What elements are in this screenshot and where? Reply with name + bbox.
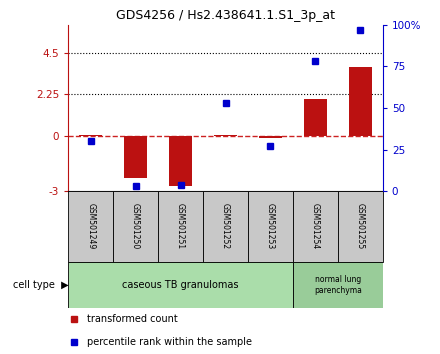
Text: percentile rank within the sample: percentile rank within the sample [87,337,252,347]
Text: transformed count: transformed count [87,314,178,324]
Text: GSM501250: GSM501250 [131,204,140,250]
Text: GSM501252: GSM501252 [221,204,230,250]
Bar [68,191,113,262]
Text: normal lung
parenchyma: normal lung parenchyma [314,275,362,295]
Text: GSM501253: GSM501253 [266,204,275,250]
Bar [214,135,237,136]
Title: GDS4256 / Hs2.438641.1.S1_3p_at: GDS4256 / Hs2.438641.1.S1_3p_at [116,9,335,22]
Bar [259,136,282,138]
Bar [80,135,102,136]
Bar [248,191,293,262]
Bar [203,191,248,262]
Bar [158,191,203,262]
Text: GSM501249: GSM501249 [86,204,95,250]
Bar [293,191,338,262]
Bar [125,136,147,178]
Bar [68,262,293,308]
Bar [113,191,158,262]
Bar [349,67,371,136]
Bar [293,262,383,308]
Bar [169,136,192,185]
Bar [304,99,326,136]
Bar [338,191,383,262]
Text: caseous TB granulomas: caseous TB granulomas [122,280,239,290]
Text: cell type  ▶: cell type ▶ [13,280,68,290]
Text: GSM501255: GSM501255 [356,204,365,250]
Text: GSM501254: GSM501254 [311,204,320,250]
Text: GSM501251: GSM501251 [176,204,185,250]
